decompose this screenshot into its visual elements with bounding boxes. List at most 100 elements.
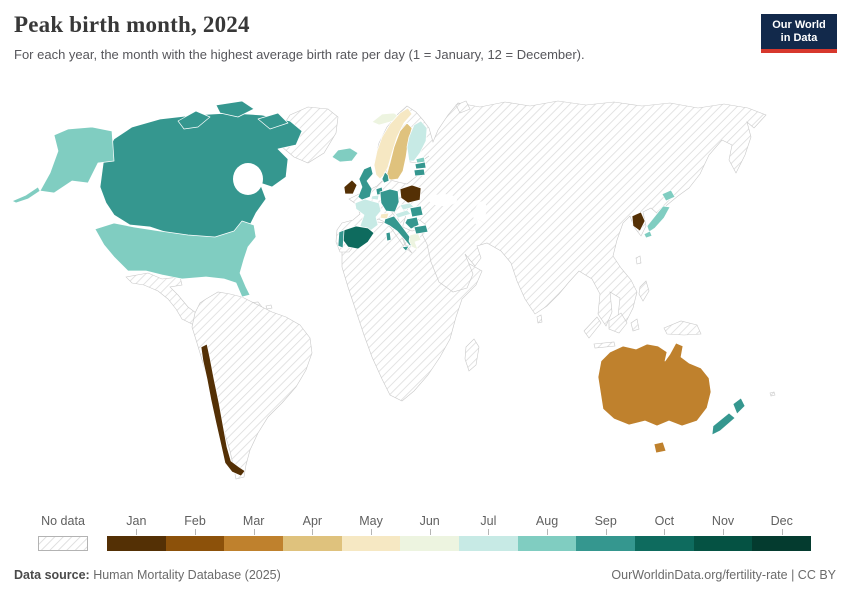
no-data-landmasses — [125, 100, 776, 480]
country-japan-hokkaido[interactable] — [661, 189, 676, 202]
legend-tick — [253, 529, 255, 535]
legend-month-label: Sep — [594, 514, 617, 528]
legend-month-label: Dec — [770, 514, 793, 528]
legend-tick — [781, 529, 783, 535]
data-source-value: Human Mortality Database (2025) — [89, 568, 281, 582]
region-taiwan-no-data — [635, 255, 642, 265]
owid-logo[interactable]: Our World in Data — [761, 14, 837, 53]
country-belgium[interactable] — [370, 194, 380, 201]
legend-month-label: Apr — [302, 514, 323, 528]
country-bulgaria[interactable] — [413, 224, 429, 235]
legend-month-label: Jan — [126, 514, 147, 528]
legend-tick — [605, 529, 607, 535]
country-usa-alaska[interactable] — [39, 126, 115, 194]
region-sri-lanka-no-data — [536, 314, 543, 324]
country-lithuania[interactable] — [413, 168, 426, 177]
region-java-no-data — [593, 341, 616, 349]
legend-month-label: Oct — [654, 514, 675, 528]
legend-no-data-label: No data — [41, 514, 85, 528]
interior-seas — [429, 194, 487, 225]
caspian-sea — [473, 201, 487, 225]
country-poland[interactable] — [399, 184, 422, 204]
legend-segment-jun[interactable]: Jun — [400, 514, 460, 551]
legend-month-label: Aug — [535, 514, 559, 528]
country-denmark[interactable] — [381, 171, 390, 184]
world-map[interactable] — [10, 95, 840, 507]
chart-subtitle: For each year, the month with the highes… — [14, 47, 585, 62]
page-title: Peak birth month, 2024 — [14, 12, 250, 37]
legend-segment-may[interactable]: May — [341, 514, 401, 551]
legend-segment-jan[interactable]: Jan — [107, 514, 166, 551]
country-australia[interactable] — [597, 342, 712, 427]
country-chile[interactable] — [200, 343, 246, 477]
legend-month-label: Nov — [711, 514, 735, 528]
region-philippines-no-data — [638, 280, 650, 302]
country-canada-arctic-1[interactable] — [177, 110, 211, 130]
chart-header: Peak birth month, 2024 For each year, th… — [14, 12, 760, 62]
country-australia-tasmania[interactable] — [653, 441, 667, 454]
legend-segment-jul[interactable]: Jul — [459, 514, 518, 551]
legend-tick — [312, 529, 314, 535]
data-countries — [11, 100, 746, 477]
country-germany[interactable] — [379, 188, 400, 213]
legend-segment-mar[interactable]: Mar — [224, 514, 284, 551]
country-japan-kyushu[interactable] — [643, 230, 653, 239]
country-canada-arctic-2[interactable] — [215, 100, 255, 118]
legend-month-label: May — [359, 514, 383, 528]
legend-segment-dec[interactable]: Dec — [752, 514, 812, 551]
country-iceland[interactable] — [331, 147, 359, 163]
legend-month-label: Mar — [242, 514, 265, 528]
country-south-korea[interactable] — [631, 211, 646, 232]
country-ireland[interactable] — [343, 179, 358, 195]
country-new-zealand-south[interactable] — [711, 412, 736, 436]
country-finland[interactable] — [406, 120, 428, 162]
region-novaya-zemlya-no-data — [455, 100, 471, 114]
country-portugal[interactable] — [337, 229, 345, 249]
country-spain[interactable] — [341, 225, 375, 250]
region-new-guinea-no-data — [663, 320, 702, 336]
owid-logo-red-rule — [761, 49, 837, 53]
hudson-bay — [233, 163, 263, 195]
legend-segment-apr[interactable]: Apr — [283, 514, 342, 551]
legend-tick — [136, 529, 138, 535]
owid-logo-line2: in Data — [780, 32, 818, 44]
legend-no-data[interactable]: No data — [38, 514, 88, 551]
legend-segment-sep[interactable]: Sep — [576, 514, 636, 551]
chart-footer: Data source: Human Mortality Database (2… — [14, 568, 836, 582]
legend-tick — [371, 529, 373, 535]
region-fiji-no-data — [769, 391, 776, 397]
region-sumatra-no-data — [583, 316, 602, 339]
map-legend: No data Jan Feb Mar Apr May Jun Jul Aug Sep Oct No… — [0, 512, 850, 556]
legend-segment-aug[interactable]: Aug — [517, 514, 577, 551]
legend-tick — [488, 529, 490, 535]
country-united-kingdom[interactable] — [357, 165, 374, 201]
credit-line[interactable]: OurWorldinData.org/fertility-rate | CC B… — [611, 568, 836, 582]
black-sea — [429, 194, 457, 206]
legend-month-label: Feb — [184, 514, 206, 528]
country-italy-sicily[interactable] — [401, 245, 410, 252]
country-france[interactable] — [354, 198, 382, 232]
legend-segment-feb[interactable]: Feb — [165, 514, 225, 551]
data-source: Data source: Human Mortality Database (2… — [14, 568, 281, 582]
legend-tick — [547, 529, 549, 535]
country-italy-sardinia[interactable] — [385, 231, 392, 242]
legend-tick — [195, 529, 196, 535]
region-sulawesi-no-data — [630, 318, 640, 332]
country-new-zealand-north[interactable] — [732, 397, 746, 415]
legend-bar: Jan Feb Mar Apr May Jun Jul Aug Sep Oct Nov Dec — [107, 514, 812, 551]
country-greece[interactable] — [408, 232, 422, 251]
region-south-america-no-data — [191, 291, 313, 480]
legend-tick — [723, 529, 725, 535]
country-latvia[interactable] — [414, 161, 427, 170]
legend-month-label: Jul — [480, 514, 497, 528]
region-borneo-no-data — [608, 312, 628, 334]
region-madagascar-no-data — [464, 338, 480, 372]
legend-segment-nov[interactable]: Nov — [693, 514, 753, 551]
data-source-label: Data source: — [14, 568, 90, 582]
country-hungary[interactable] — [409, 205, 424, 218]
legend-segment-oct[interactable]: Oct — [635, 514, 694, 551]
country-canada-arctic-3[interactable] — [257, 112, 289, 130]
country-usa-aleutians[interactable] — [11, 186, 41, 204]
country-usa-mainland[interactable] — [94, 220, 257, 298]
